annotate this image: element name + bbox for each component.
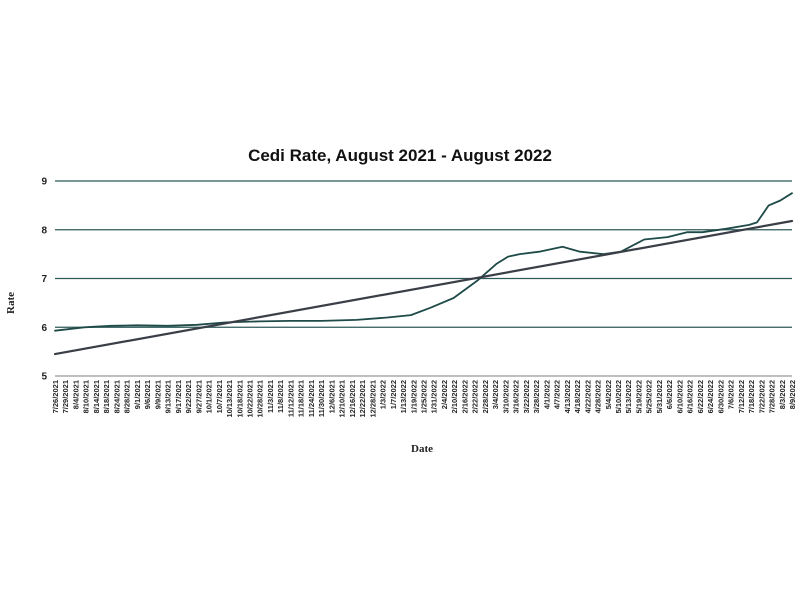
series-layer	[53, 192, 794, 356]
x-tick-label: 3/22/2022	[522, 380, 531, 413]
x-tick-label: 10/7/2021	[215, 380, 224, 413]
x-tick-label: 9/22/2021	[184, 380, 193, 413]
x-tick-label: 12/6/2021	[327, 380, 336, 413]
x-tick-label: 8/4/2021	[71, 380, 80, 409]
x-tick-label: 6/6/2022	[665, 380, 674, 409]
x-tick-label: 6/24/2022	[706, 380, 715, 413]
x-tick-label: 12/10/2021	[338, 380, 347, 418]
x-tick-label: 1/7/2022	[389, 380, 398, 409]
x-tick-label: 11/18/2021	[297, 380, 306, 417]
x-tick-label: 7/26/2021	[51, 380, 60, 413]
x-tick-label: 4/18/2022	[573, 380, 582, 413]
x-tick-label: 9/27/2021	[194, 380, 203, 413]
trend-line	[53, 219, 794, 356]
x-tick-label: 3/4/2022	[491, 380, 500, 409]
x-tick-label: 11/8/2021	[276, 380, 285, 413]
x-tick-label: 3/16/2022	[512, 380, 521, 413]
x-tick-label: 5/4/2022	[604, 380, 613, 409]
x-tick-label: 4/1/2022	[542, 380, 551, 409]
x-tick-label: 12/16/2021	[348, 380, 357, 418]
x-tick-label: 9/6/2021	[143, 380, 152, 409]
x-tick-label: 6/16/2022	[686, 380, 695, 413]
x-tick-label: 7/12/2022	[737, 380, 746, 413]
x-tick-label: 4/22/2022	[583, 380, 592, 413]
rate-line	[54, 192, 793, 332]
x-tick-label: 8/9/2022	[788, 380, 797, 409]
x-tick-label: 7/18/2022	[747, 380, 756, 413]
y-tick-label: 8	[41, 225, 47, 236]
x-tick-labels: 7/26/2021 7/29/2021 8/4/2021 8/10/2021 8/14/…	[51, 380, 797, 418]
grid-layer	[55, 180, 792, 377]
x-tick-label: 1/13/2022	[399, 380, 408, 413]
x-tick-label: 10/1/2021	[205, 380, 214, 413]
x-tick-label: 11/3/2021	[266, 380, 275, 413]
y-tick-label: 6	[41, 323, 47, 334]
x-tick-label: 6/10/2022	[675, 380, 684, 413]
x-tick-label: 8/24/2021	[112, 380, 121, 413]
x-tick-label: 7/29/2021	[61, 380, 70, 413]
x-tick-label: 10/22/2021	[245, 380, 254, 418]
x-tick-label: 2/22/2022	[471, 380, 480, 413]
x-tick-label: 7/6/2022	[727, 380, 736, 409]
x-tick-label: 4/7/2022	[553, 380, 562, 409]
x-tick-label: 11/24/2021	[307, 380, 316, 417]
x-tick-label: 1/25/2022	[420, 380, 429, 413]
x-tick-label: 8/14/2021	[92, 380, 101, 413]
x-tick-label: 11/12/2021	[286, 380, 295, 417]
x-tick-label: 2/28/2022	[481, 380, 490, 413]
x-tick-label: 8/3/2022	[778, 380, 787, 409]
x-tick-label: 8/28/2021	[123, 380, 132, 413]
y-tick-label: 5	[41, 372, 47, 383]
x-tick-label: 9/17/2021	[174, 380, 183, 413]
y-axis-label: Rate	[5, 292, 17, 314]
x-tick-label: 12/28/2021	[368, 380, 377, 418]
y-tick-labels: 5 6 7 8 9	[41, 177, 47, 383]
x-tick-label: 9/9/2021	[153, 380, 162, 409]
x-axis-label: Date	[411, 443, 433, 455]
x-tick-label: 8/10/2021	[82, 380, 91, 413]
x-tick-label: 7/22/2022	[757, 380, 766, 413]
x-tick-label: 6/22/2022	[696, 380, 705, 413]
x-tick-label: 9/13/2021	[164, 380, 173, 413]
x-tick-label: 10/28/2021	[256, 380, 265, 418]
x-tick-label: 5/13/2022	[624, 380, 633, 413]
y-tick-label: 9	[41, 177, 47, 188]
x-tick-label: 4/28/2022	[594, 380, 603, 413]
x-tick-label: 12/22/2021	[358, 380, 367, 418]
x-tick-label: 3/10/2022	[501, 380, 510, 413]
x-tick-label: 9/1/2021	[133, 380, 142, 409]
x-tick-label: 7/28/2022	[768, 380, 777, 413]
chart-title: Cedi Rate, August 2021 - August 2022	[248, 146, 552, 165]
x-tick-label: 5/25/2022	[645, 380, 654, 413]
x-tick-label: 3/28/2022	[532, 380, 541, 413]
x-tick-label: 10/18/2021	[235, 380, 244, 418]
x-tick-label: 11/30/2021	[317, 380, 326, 417]
x-tick-label: 1/31/2022	[430, 380, 439, 413]
x-tick-label: 2/4/2022	[440, 380, 449, 409]
x-tick-label: 10/13/2021	[225, 380, 234, 418]
x-tick-label: 5/10/2022	[614, 380, 623, 413]
x-tick-label: 8/18/2021	[102, 380, 111, 413]
x-tick-label: 6/30/2022	[716, 380, 725, 413]
x-tick-label: 4/13/2022	[563, 380, 572, 413]
x-tick-label: 5/31/2022	[655, 380, 664, 413]
x-tick-label: 5/19/2022	[634, 380, 643, 413]
y-tick-label: 7	[41, 274, 47, 285]
x-tick-label: 1/19/2022	[409, 380, 418, 413]
x-tick-label: 2/16/2022	[460, 380, 469, 413]
x-tick-label: 1/3/2022	[379, 380, 388, 409]
x-tick-label: 2/10/2022	[450, 380, 459, 413]
